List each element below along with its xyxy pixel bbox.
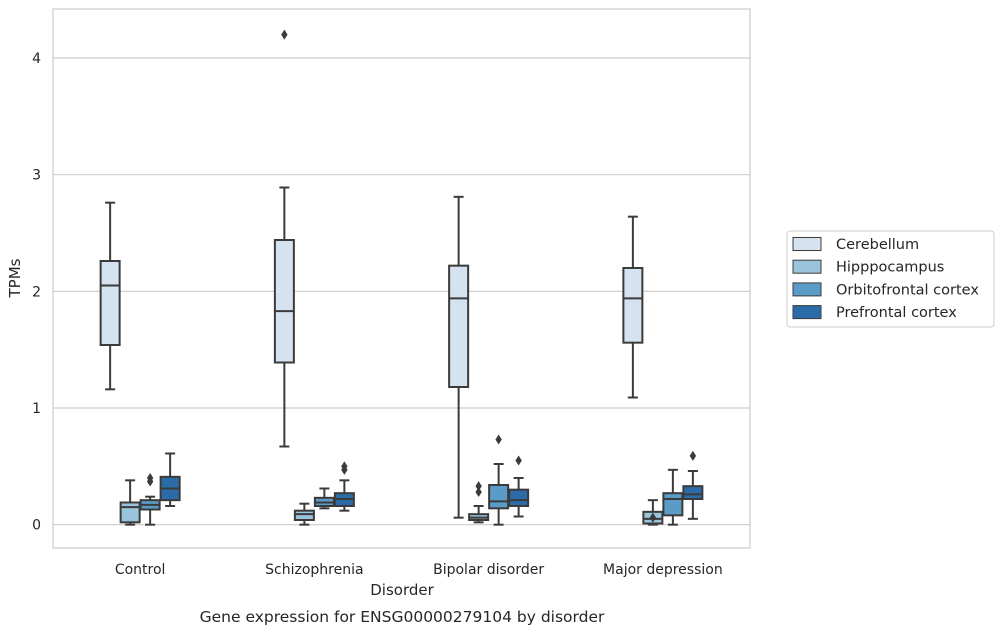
legend-entry: Orbitofrontal cortex — [836, 282, 979, 298]
outlier-marker — [281, 29, 288, 40]
box-hipppocampus — [642, 499, 664, 526]
legend-swatch — [792, 305, 822, 320]
box-hipppocampus — [293, 502, 315, 526]
box-iqr — [448, 264, 470, 388]
box-iqr — [508, 488, 530, 507]
box-cerebellum — [448, 195, 470, 519]
y-axis-label: TPMs — [6, 258, 24, 298]
box-orbitofrontal-cortex — [139, 473, 161, 526]
box-hipppocampus — [468, 481, 490, 524]
box-iqr — [293, 509, 315, 521]
x-tick-label: Schizophrenia — [265, 562, 363, 578]
box-iqr — [488, 484, 510, 510]
y-tick-label: 2 — [32, 284, 41, 300]
boxes-layer — [99, 29, 704, 526]
y-tick-labels: 0 1 2 3 4 — [32, 51, 41, 534]
outlier-marker — [495, 434, 502, 445]
plot-area-frame — [52, 8, 751, 549]
legend: Cerebellum Hipppocampus Orbitofrontal cort… — [786, 230, 995, 328]
box-iqr — [99, 260, 121, 346]
x-tick-label: Major depression — [603, 562, 723, 578]
y-tick-label: 4 — [32, 51, 41, 67]
box-cerebellum — [622, 215, 644, 399]
gridlines — [53, 57, 750, 526]
legend-entry: Hipppocampus — [836, 260, 944, 276]
box-iqr — [273, 239, 295, 364]
legend-swatch — [792, 282, 822, 297]
box-cerebellum — [273, 29, 295, 448]
outlier-marker — [515, 455, 522, 466]
outlier-marker — [475, 481, 482, 492]
x-tick-label: Control — [115, 562, 166, 578]
outlier-marker — [649, 512, 657, 523]
box-hipppocampus — [119, 479, 141, 526]
legend-frame — [786, 230, 995, 328]
y-tick-label: 0 — [32, 518, 41, 534]
outlier-marker — [146, 473, 154, 483]
box-orbitofrontal-cortex — [313, 487, 335, 510]
y-tick-label: 1 — [32, 401, 41, 417]
outlier-marker — [689, 450, 697, 461]
legend-entry: Cerebellum — [836, 237, 919, 253]
box-orbitofrontal-cortex — [662, 468, 684, 526]
x-tick-labels: Control Schizophrenia Bipolar disorder Majo… — [115, 562, 723, 578]
box-orbitofrontal-cortex — [488, 434, 510, 526]
box-cerebellum — [99, 201, 121, 391]
legend-swatch — [792, 259, 822, 274]
box-prefrontal-cortex — [682, 450, 704, 520]
y-tick-label: 3 — [32, 168, 41, 184]
box-iqr — [119, 501, 141, 524]
legend-entry: Prefrontal cortex — [836, 305, 957, 321]
box-prefrontal-cortex — [508, 455, 530, 518]
x-tick-label: Bipolar disorder — [433, 562, 544, 578]
box-iqr — [662, 492, 684, 517]
legend-swatch — [792, 237, 822, 251]
outlier-marker — [475, 487, 482, 497]
box-iqr — [622, 267, 644, 344]
box-prefrontal-cortex — [333, 461, 355, 512]
box-prefrontal-cortex — [159, 452, 181, 507]
x-axis-label: Disorder — [370, 581, 434, 599]
outlier-marker — [341, 461, 348, 472]
chart-caption: Gene expression for ENSG00000279104 by d… — [200, 608, 605, 626]
box-iqr — [682, 485, 704, 500]
